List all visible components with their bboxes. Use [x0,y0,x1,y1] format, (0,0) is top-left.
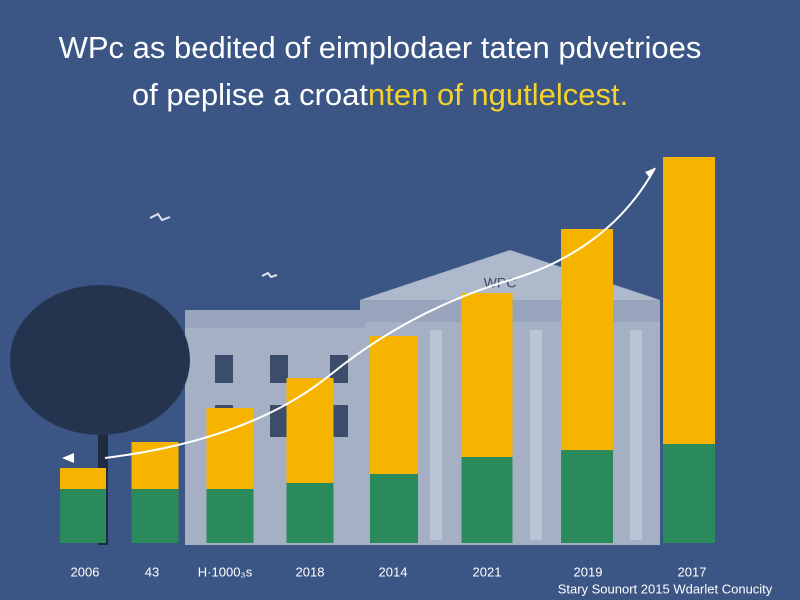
arrow-head [62,453,74,463]
x-tick-label: 2021 [473,564,502,579]
bar-segment [561,229,613,450]
bar-segment [561,450,613,543]
x-tick-label: H·1000₃s [198,564,253,579]
bar-segment [461,457,513,543]
bar-segment [60,489,106,543]
bird [261,271,278,279]
bar-segment [370,474,418,543]
bar-segment [286,483,334,543]
x-tick-label: 43 [145,564,159,579]
arrow-head [645,168,655,178]
bar-segment [206,408,254,489]
bar-segment [663,157,715,444]
x-tick-label: 2006 [71,564,100,579]
bar-segment [461,293,513,457]
bar-segment [131,489,179,543]
source-note: Stary Sounort 2015 Wdarlet Conucity [558,581,773,596]
bird [149,212,171,222]
x-tick-label: 2019 [574,564,603,579]
x-tick-label: 2014 [379,564,408,579]
x-tick-label: 2018 [296,564,325,579]
chart-subtitle: of peplise a croat [132,77,368,112]
bar-segment [286,378,334,483]
x-tick-label: 2017 [678,564,707,579]
bar-segment [663,444,715,543]
trend-arrow [104,167,656,459]
bar-segment [206,489,254,543]
bar-segment [60,468,106,489]
bar-segment [370,336,418,474]
chart-title: WPc as bedited of eimplodaer taten pdvet… [59,30,702,65]
subtitle-highlight: nten of ngutlelcest. [368,77,628,112]
